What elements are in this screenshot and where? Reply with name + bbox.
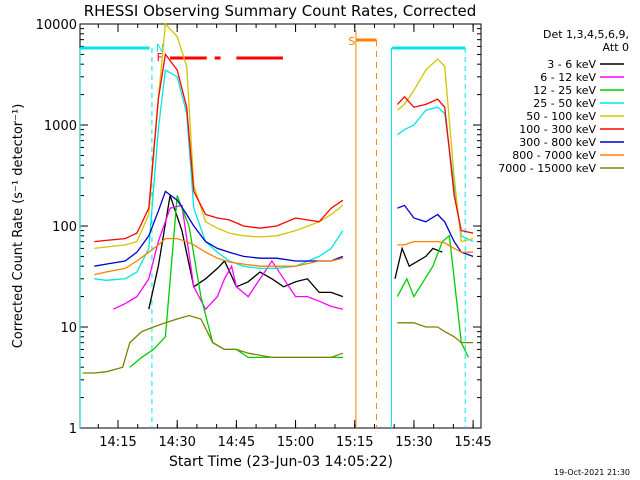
series-line — [94, 190, 474, 267]
x-tick-label: 15:15 — [336, 435, 373, 450]
footer-timestamp: 19-Oct-2021 21:30 — [554, 468, 630, 477]
y-tick-label: 10000 — [36, 18, 77, 33]
series-line — [113, 204, 344, 311]
marker-night: N — [156, 42, 164, 55]
y-axis-label: Corrected Count Rate (s⁻¹ detector⁻¹) — [11, 104, 26, 349]
legend-label: 300 - 800 keV — [519, 136, 596, 149]
y-tick-label: 100 — [52, 220, 77, 235]
series-line — [82, 314, 474, 374]
y-tick-label: 1 — [69, 422, 77, 437]
marker-flare: F — [157, 51, 163, 64]
x-tick-label: 15:30 — [395, 435, 432, 450]
legend-subtitle: Att 0 — [603, 41, 629, 54]
x-axis-label: Start Time (23-Jun-03 14:05:22) — [169, 454, 393, 470]
marker-saa: S — [348, 35, 355, 48]
y-tick-label: 10 — [60, 321, 77, 336]
x-tick-label: 14:45 — [218, 435, 255, 450]
x-tick-label: 14:15 — [99, 435, 136, 450]
legend-title: Det 1,3,4,5,6,9, — [543, 28, 629, 41]
legend-label: 100 - 300 keV — [519, 123, 596, 136]
legend-label: 6 - 12 keV — [540, 71, 596, 84]
x-tick-label: 14:30 — [158, 435, 195, 450]
chart-title: RHESSI Observing Summary Count Rates, Co… — [84, 2, 477, 20]
legend-label: 25 - 50 keV — [533, 97, 596, 110]
y-tick-label: 1000 — [44, 119, 77, 134]
legend-label: 3 - 6 keV — [547, 58, 596, 71]
legend-label: 7000 - 15000 keV — [498, 162, 596, 175]
series-line — [94, 237, 474, 276]
legend-label: 800 - 7000 keV — [512, 149, 596, 162]
series-line — [94, 52, 474, 243]
x-tick-label: 15:45 — [454, 435, 491, 450]
legend-label: 12 - 25 keV — [533, 84, 596, 97]
x-tick-label: 15:00 — [277, 435, 314, 450]
legend-label: 50 - 100 keV — [526, 110, 596, 123]
